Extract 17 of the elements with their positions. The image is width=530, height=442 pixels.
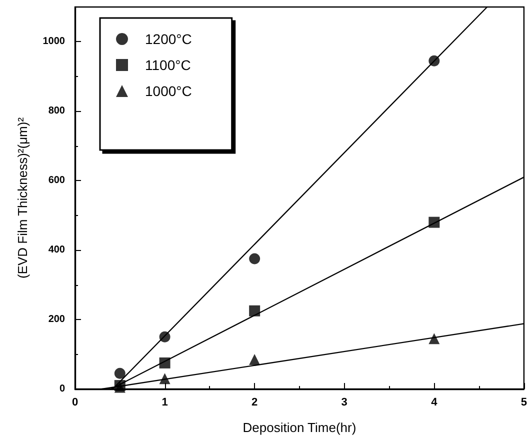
y-tick-label: 400 — [48, 244, 66, 256]
y-tick-label: 600 — [48, 175, 66, 186]
x-tick-label: 0 — [72, 396, 78, 408]
x-tick-label: 5 — [520, 396, 528, 408]
y-tick-label: 200 — [48, 314, 66, 326]
x-axis-title: Deposition Time(hr) — [242, 420, 356, 435]
legend-label: 1200°C — [145, 31, 192, 47]
y-tick-label: 800 — [48, 106, 66, 117]
x-tick-label: 1 — [162, 396, 168, 408]
y-tick-label: 0 — [59, 384, 66, 394]
y-tick-label: 1000 — [42, 36, 66, 48]
x-tick-label: 2 — [252, 396, 258, 408]
x-tick-label: 3 — [341, 396, 348, 408]
legend-label: 1000°C — [145, 83, 192, 99]
y-axis-title: (EVD Film Thickness)²(μm)² — [15, 116, 30, 279]
x-tick-label: 4 — [431, 396, 438, 408]
legend-label: 1100°C — [145, 57, 191, 73]
